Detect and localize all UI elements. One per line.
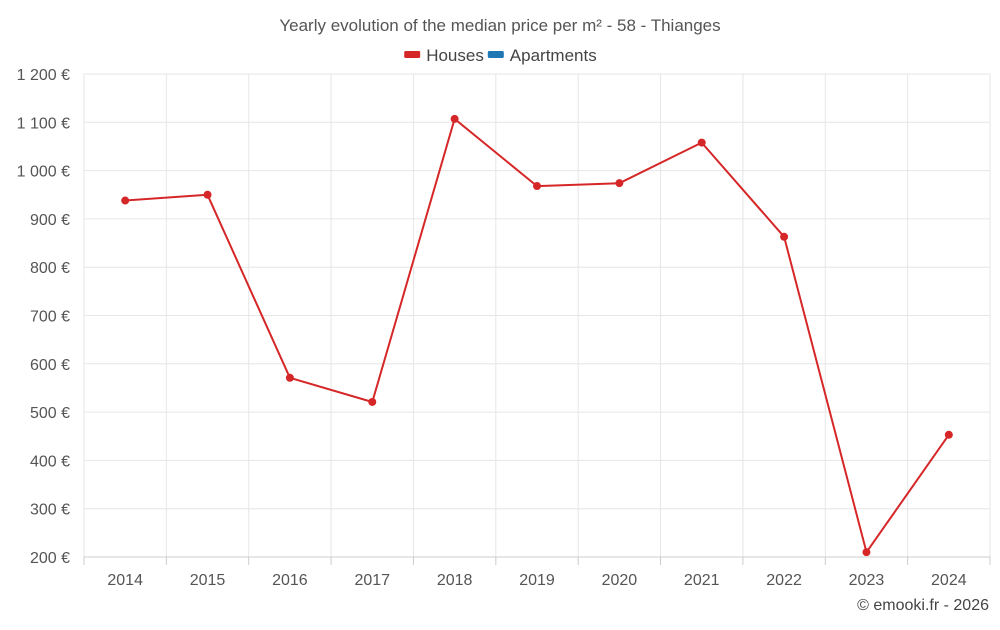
legend-item-apartments[interactable]: Apartments — [487, 46, 597, 65]
legend: Houses Apartments — [404, 46, 597, 65]
data-point-houses[interactable] — [862, 548, 871, 557]
y-tick-label: 200 € — [30, 550, 70, 567]
x-tick-label: 2017 — [354, 572, 390, 589]
grid — [83, 73, 991, 558]
data-point-houses[interactable] — [450, 114, 459, 123]
x-tick-label: 2015 — [190, 572, 226, 589]
data-point-houses[interactable] — [944, 430, 953, 439]
y-tick-label: 700 € — [30, 309, 70, 326]
y-tick-label: 900 € — [30, 212, 70, 229]
x-tick-label: 2014 — [107, 572, 143, 589]
data-point-houses[interactable] — [203, 190, 212, 199]
y-tick-label: 800 € — [30, 260, 70, 277]
y-tick-label: 1 100 € — [17, 115, 70, 132]
x-tick-label: 2021 — [684, 572, 720, 589]
x-tick-label: 2023 — [849, 572, 885, 589]
legend-swatch — [487, 51, 504, 58]
data-point-houses[interactable] — [533, 182, 541, 191]
y-tick-label: 500 € — [30, 405, 70, 422]
legend-label: Houses — [426, 46, 484, 65]
y-tick-label: 600 € — [30, 357, 70, 374]
data-point-houses[interactable] — [285, 373, 294, 382]
y-axis: 200 € 300 € 400 € 500 € 600 € 700 € 800 € 900 €… — [17, 67, 70, 567]
y-tick-label: 400 € — [30, 453, 70, 470]
data-point-houses[interactable] — [121, 196, 130, 205]
series-layer — [121, 114, 953, 557]
x-tick-label: 2016 — [272, 572, 308, 589]
data-point-houses[interactable] — [615, 179, 624, 188]
legend-label: Apartments — [510, 46, 597, 65]
legend-item-houses[interactable]: Houses — [404, 46, 484, 65]
x-axis: 2014 2015 2016 2017 2018 2019 2020 2021 2022 2023… — [83, 556, 991, 589]
data-point-houses[interactable] — [368, 397, 377, 406]
x-tick-label: 2020 — [602, 572, 638, 589]
x-tick-label: 2022 — [766, 572, 802, 589]
x-tick-label: 2024 — [931, 572, 967, 589]
y-tick-label: 1 200 € — [17, 67, 70, 84]
data-point-houses[interactable] — [697, 138, 706, 147]
y-tick-label: 300 € — [30, 502, 70, 519]
data-point-houses[interactable] — [780, 232, 789, 241]
x-tick-label: 2019 — [519, 572, 555, 589]
y-tick-label: 1 000 € — [17, 164, 70, 181]
legend-swatch — [404, 51, 421, 58]
chart-title: Yearly evolution of the median price per… — [279, 16, 720, 35]
x-tick-label: 2018 — [437, 572, 473, 589]
credit-text: © emooki.fr - 2026 — [857, 597, 989, 614]
